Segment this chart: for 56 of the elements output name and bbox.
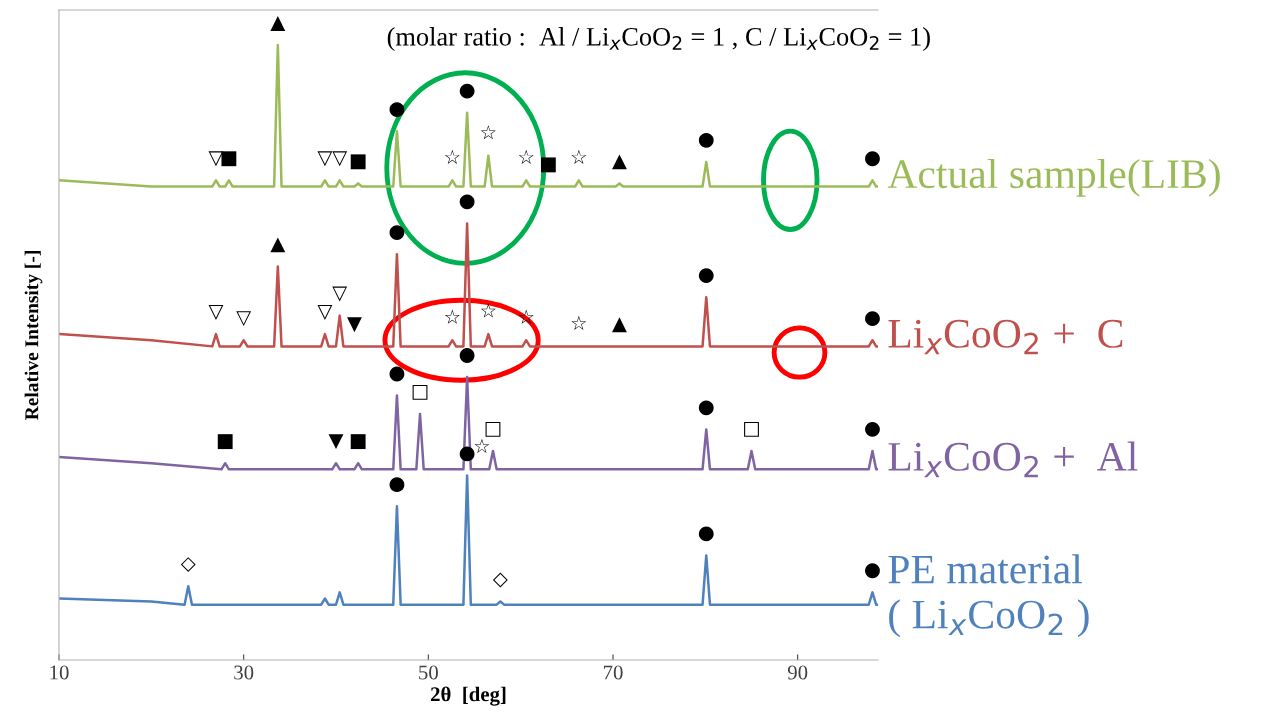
annotation: ● [698, 526, 714, 542]
annotation: ☆ [518, 149, 534, 164]
annotation: ▽ [317, 305, 333, 320]
series-label: Li$_{x}$CoO$_{2}$ + Al [888, 441, 1138, 478]
annotation: ● [865, 421, 880, 437]
annotation: ● [865, 151, 880, 167]
annotation: ▲ [612, 154, 627, 170]
annotation: ▽ [317, 151, 333, 167]
annotation: ◇ [492, 572, 508, 588]
annotation: ▲ [270, 237, 286, 253]
annotation: ▲ [612, 317, 627, 333]
annotation: ▼ [328, 434, 344, 450]
annotation: ■ [221, 151, 237, 167]
x-tick-label: 30 [234, 665, 254, 680]
annotation: ☆ [480, 125, 496, 140]
x-tick-label: 10 [50, 665, 69, 680]
x-tick-label: 70 [603, 665, 623, 680]
annotation: ● [865, 563, 880, 579]
annotation: □ [412, 384, 428, 400]
annotation: ■ [217, 434, 233, 450]
annotation: ● [459, 83, 475, 99]
x-tick-label: 50 [419, 665, 438, 680]
annotation: □ [744, 421, 759, 437]
annotation: ▲ [270, 16, 286, 31]
x-tick-label: 90 [787, 665, 808, 680]
annotation: ■ [350, 434, 366, 450]
annotation: ● [698, 132, 714, 148]
annotation: ● [459, 348, 475, 363]
annotation: ◇ [180, 557, 196, 573]
annotation: ▽ [332, 151, 348, 167]
annotation: ☆ [474, 438, 490, 453]
annotation: ▼ [347, 317, 362, 333]
annotation: ☆ [571, 149, 587, 164]
annotation: ● [389, 225, 405, 240]
text: (molar ratio : Al / Li$_{x}$CoO$_{2}$ = 1 , C / Li$_{x}$CoO$_{2}$ = 1) [387, 27, 930, 52]
annotation: ■ [350, 154, 366, 170]
annotation: ☆ [444, 309, 460, 324]
series-label: PE material ( Li$_{x}$CoO$_{2}$ ) [888, 554, 1089, 638]
series-label: Actual sample(LIB) [887, 158, 1220, 197]
annotation: ● [698, 400, 714, 416]
annotation: □ [485, 421, 501, 437]
annotation: ☆ [571, 315, 587, 330]
annotation: ☆ [444, 149, 460, 164]
y-axis-title: Relative Intensity [-] [24, 251, 43, 420]
annotation: ● [698, 268, 714, 284]
annotation: ☆ [480, 303, 496, 318]
annotation: ▽ [236, 311, 252, 327]
annotation: ● [389, 477, 405, 493]
annotation: ▽ [208, 305, 224, 320]
annotation: ● [459, 194, 475, 210]
x-axis-title: 2θ [deg] [430, 686, 506, 706]
annotation: ▽ [332, 286, 348, 302]
annotation: ▽ [208, 151, 224, 167]
annotation: ● [389, 366, 405, 382]
annotation: ● [865, 311, 880, 327]
series-label: Li$_{x}$CoO$_{2}$ + C [888, 319, 1123, 355]
